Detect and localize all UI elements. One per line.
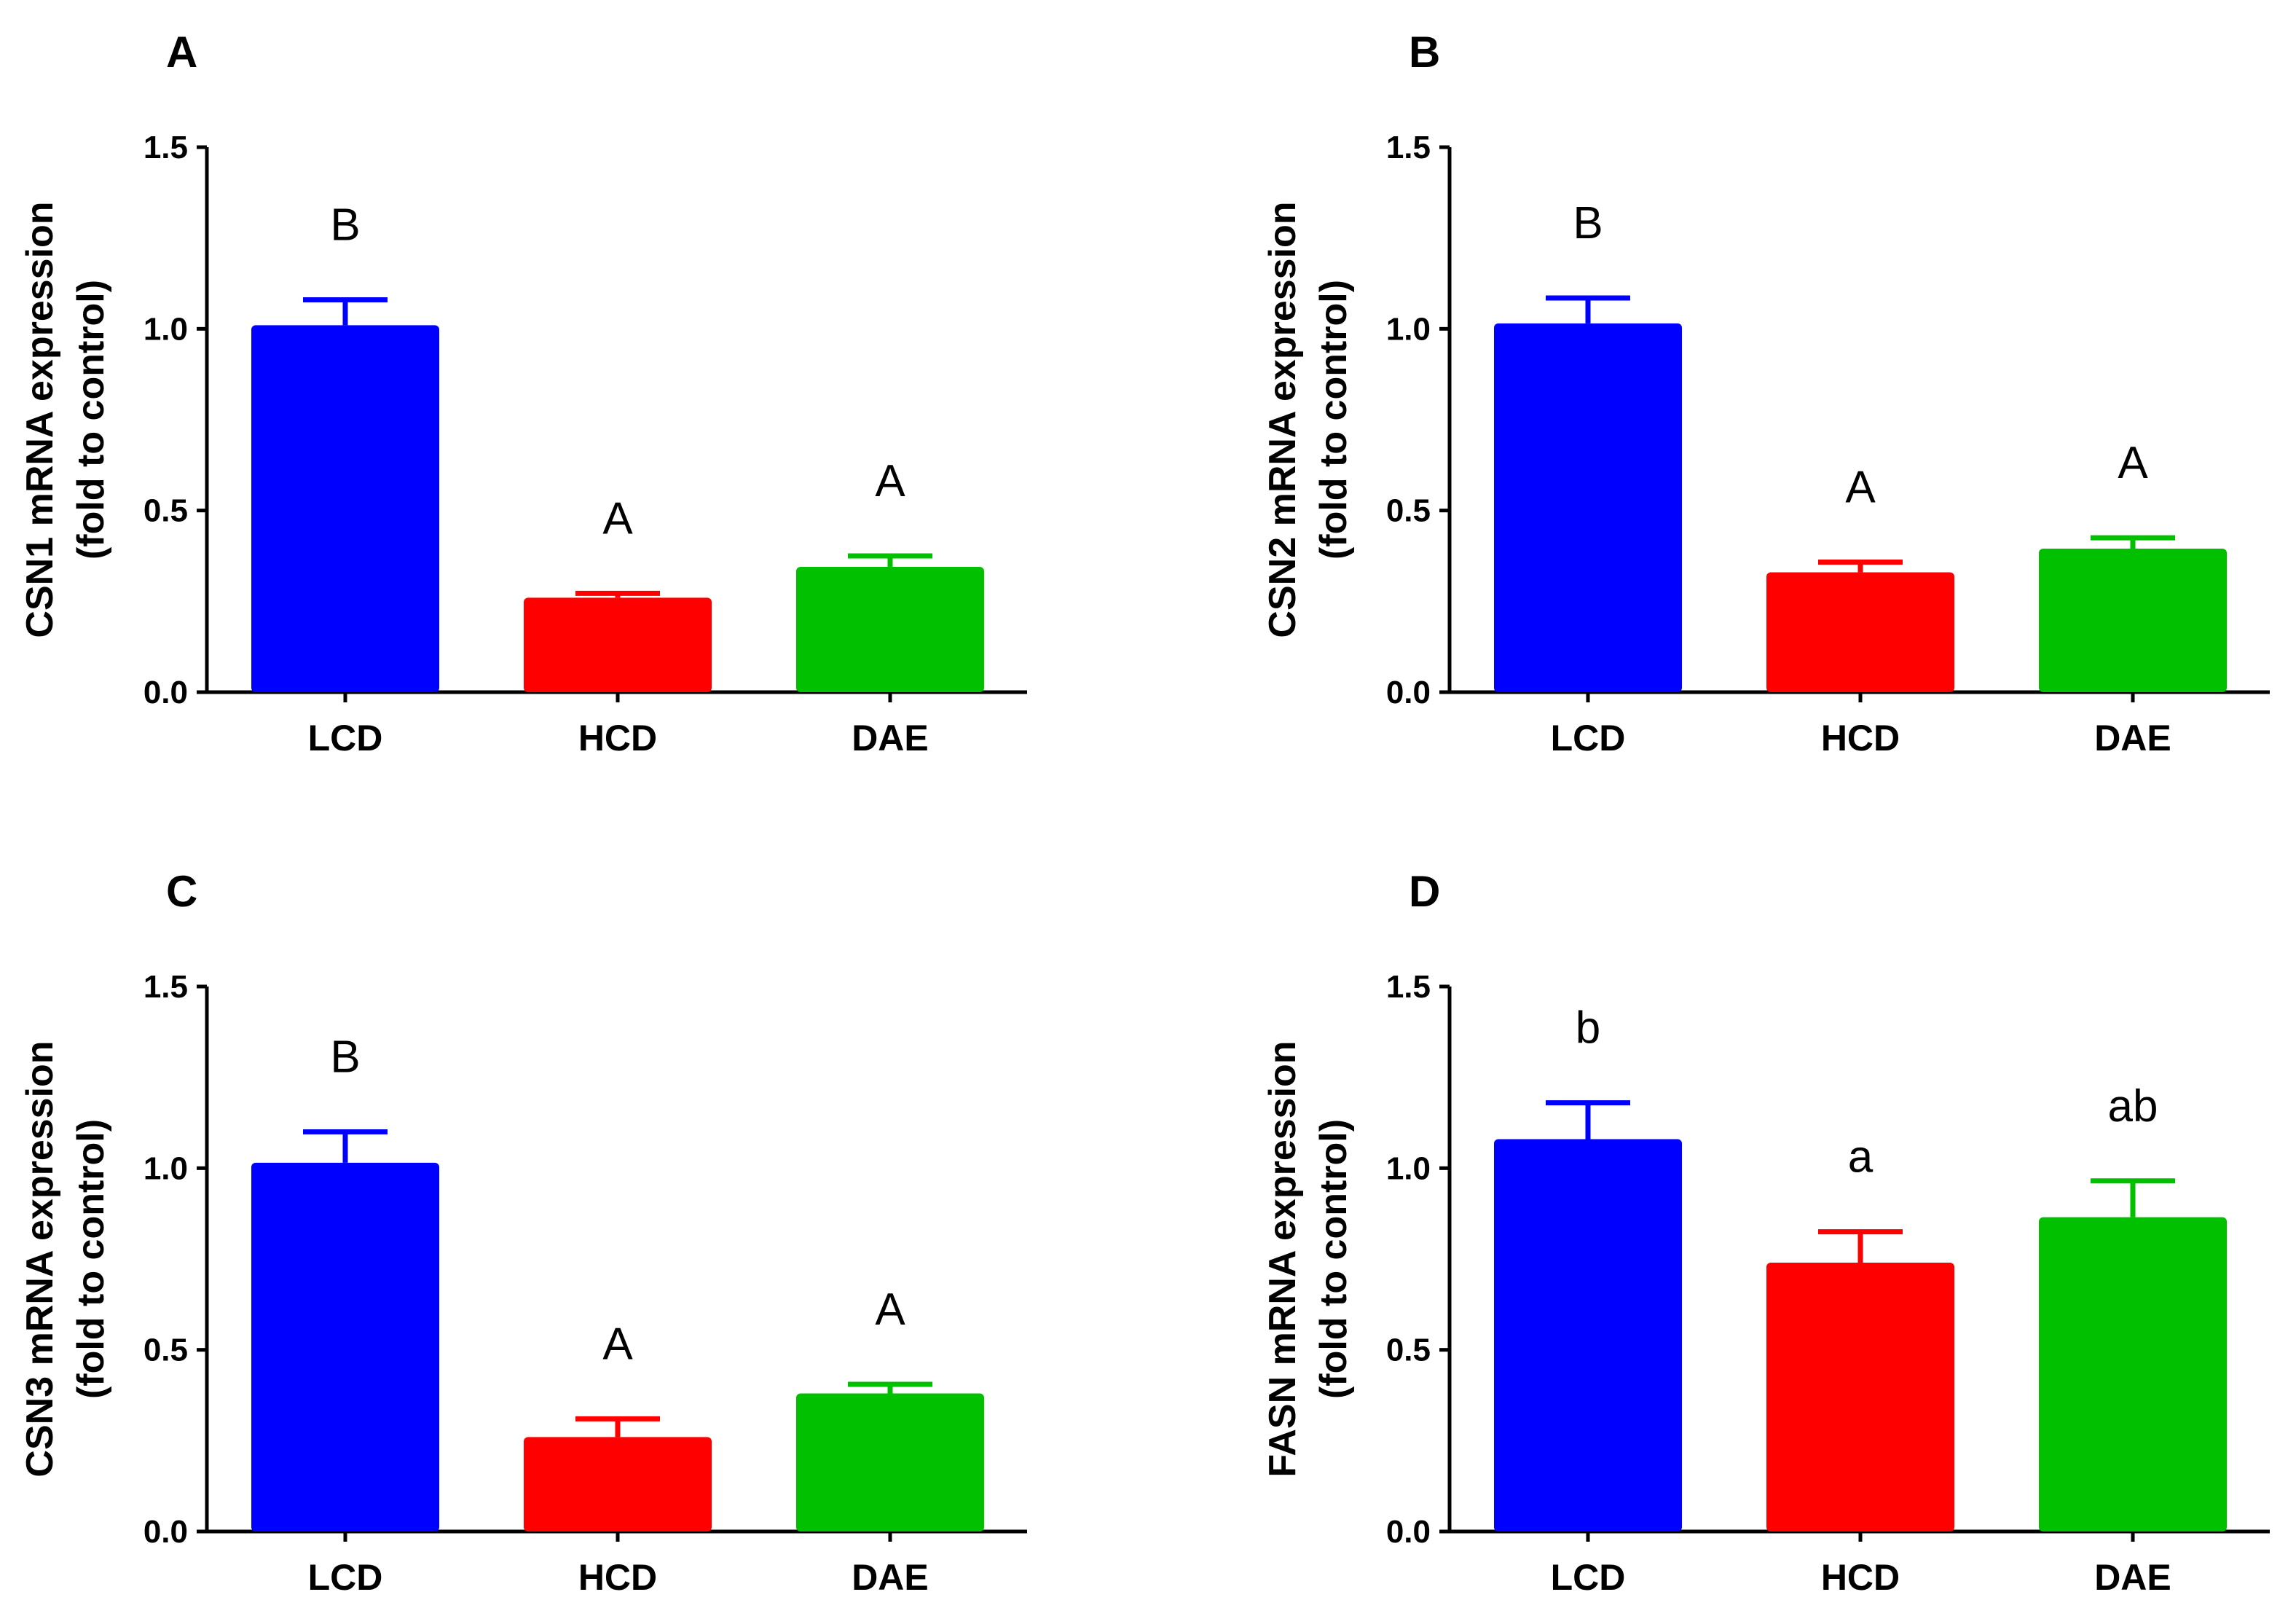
category-label-lcd: LCD <box>308 1557 383 1598</box>
panel-letter: A <box>166 28 197 77</box>
y-tick-label: 1.5 <box>1386 969 1431 1005</box>
y-tick-label: 1.0 <box>1386 311 1431 347</box>
bar-hcd <box>1766 572 1954 692</box>
category-label-lcd: LCD <box>308 718 383 758</box>
y-tick-label: 1.0 <box>144 311 188 347</box>
bar-lcd <box>1494 323 1682 692</box>
significance-label-hcd: a <box>1848 1132 1874 1183</box>
category-label-dae: DAE <box>852 718 929 758</box>
y-tick-label: 1.5 <box>1386 130 1431 165</box>
y-tick-label: 0.5 <box>1386 493 1431 529</box>
significance-label-dae: A <box>2118 438 2148 488</box>
y-tick-label: 0.0 <box>144 675 188 710</box>
y-axis-subtitle: (fold to control) <box>1313 280 1355 560</box>
y-axis-title: CSN3 mRNA expression <box>19 1040 61 1477</box>
y-tick-label: 1.5 <box>144 130 188 165</box>
panel-C: C 0.0 0.5 1.0 1.5 LCD B HCD A DAE A CSN3 mRNA expre… <box>19 867 1027 1598</box>
bar-dae <box>2039 1217 2227 1531</box>
y-tick-label: 1.0 <box>1386 1150 1431 1186</box>
category-label-hcd: HCD <box>1821 1557 1900 1598</box>
significance-label-lcd: B <box>330 1032 360 1082</box>
bar-lcd <box>1494 1139 1682 1531</box>
y-tick-label: 1.0 <box>144 1150 188 1186</box>
category-label-dae: DAE <box>2094 718 2171 758</box>
significance-label-dae: A <box>875 1285 905 1335</box>
bar-hcd <box>524 597 712 692</box>
panel-letter: C <box>166 867 197 916</box>
significance-label-hcd: A <box>1845 462 1876 512</box>
y-axis-title: CSN2 mRNA expression <box>1262 201 1304 638</box>
y-axis-subtitle: (fold to control) <box>70 280 112 560</box>
bar-lcd <box>251 1162 439 1531</box>
bar-lcd <box>251 325 439 692</box>
significance-label-lcd: b <box>1576 1003 1600 1054</box>
category-label-dae: DAE <box>2094 1557 2171 1598</box>
bar-dae <box>796 566 984 692</box>
significance-label-hcd: A <box>602 493 633 544</box>
category-label-hcd: HCD <box>578 718 657 758</box>
y-tick-label: 0.5 <box>144 1333 188 1368</box>
panel-B: B 0.0 0.5 1.0 1.5 LCD B HCD A DAE A CSN2 mRNA expre… <box>1262 28 2270 758</box>
panel-D: D 0.0 0.5 1.0 1.5 LCD b HCD a DAE ab FASN mRNA expr… <box>1262 867 2270 1598</box>
category-label-hcd: HCD <box>1821 718 1900 758</box>
bar-hcd <box>524 1437 712 1531</box>
y-tick-label: 0.5 <box>1386 1333 1431 1368</box>
y-tick-label: 0.0 <box>1386 675 1431 710</box>
bar-hcd <box>1766 1262 1954 1531</box>
bar-dae <box>796 1393 984 1531</box>
category-label-hcd: HCD <box>578 1557 657 1598</box>
y-axis-subtitle: (fold to control) <box>70 1119 112 1399</box>
category-label-lcd: LCD <box>1551 718 1626 758</box>
significance-label-dae: A <box>875 456 905 506</box>
y-tick-label: 1.5 <box>144 969 188 1005</box>
panel-A: A 0.0 0.5 1.0 1.5 LCD B HCD A DAE A CSN1 mRNA expre… <box>19 28 1027 758</box>
bar-dae <box>2039 549 2227 692</box>
y-tick-label: 0.0 <box>1386 1514 1431 1550</box>
significance-label-lcd: B <box>1573 198 1603 248</box>
significance-label-dae: ab <box>2108 1081 2158 1132</box>
y-axis-title: CSN1 mRNA expression <box>19 201 61 638</box>
category-label-dae: DAE <box>852 1557 929 1598</box>
y-tick-label: 0.5 <box>144 493 188 529</box>
y-tick-label: 0.0 <box>144 1514 188 1550</box>
panel-letter: B <box>1409 28 1440 77</box>
category-label-lcd: LCD <box>1551 1557 1626 1598</box>
y-axis-subtitle: (fold to control) <box>1313 1119 1355 1399</box>
significance-label-lcd: B <box>330 200 360 250</box>
significance-label-hcd: A <box>602 1319 633 1369</box>
y-axis-title: FASN mRNA expression <box>1262 1040 1304 1477</box>
panel-letter: D <box>1409 867 1440 916</box>
